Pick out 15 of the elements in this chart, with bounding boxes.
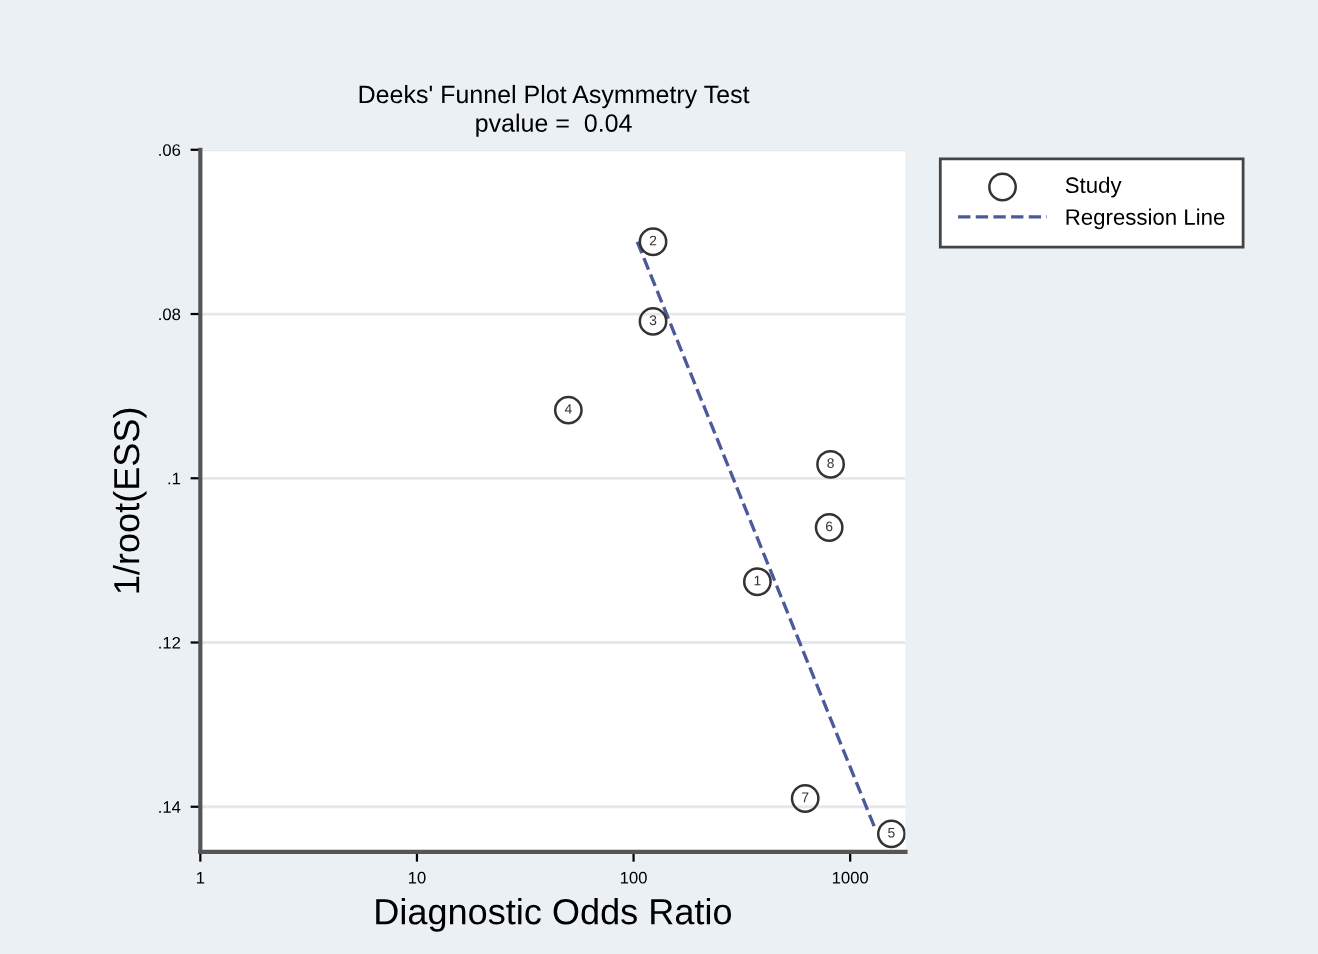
chart-subtitle: pvalue = 0.04 <box>476 113 632 137</box>
x-tick-label: 100 <box>620 871 647 884</box>
y-axis-title: 1/root(ESS) <box>112 408 147 593</box>
legend-label: Study <box>1065 176 1122 198</box>
x-tick-label: 1 <box>196 871 205 884</box>
x-tick-label: 1000 <box>832 871 869 884</box>
y-tick-label: .06 <box>159 144 181 156</box>
y-tick-label: .12 <box>159 636 181 649</box>
x-tick-label: 10 <box>408 871 426 884</box>
y-tick-label: .08 <box>159 308 181 321</box>
legend-label: Regression Line <box>1066 208 1225 230</box>
x-axis-title: Diagnostic Odds Ratio <box>376 898 732 932</box>
y-tick-label: .14 <box>159 801 181 813</box>
chart-title: Deeks' Funnel Plot Asymmetry Test <box>359 84 750 109</box>
y-tick-label: .1 <box>168 472 181 485</box>
